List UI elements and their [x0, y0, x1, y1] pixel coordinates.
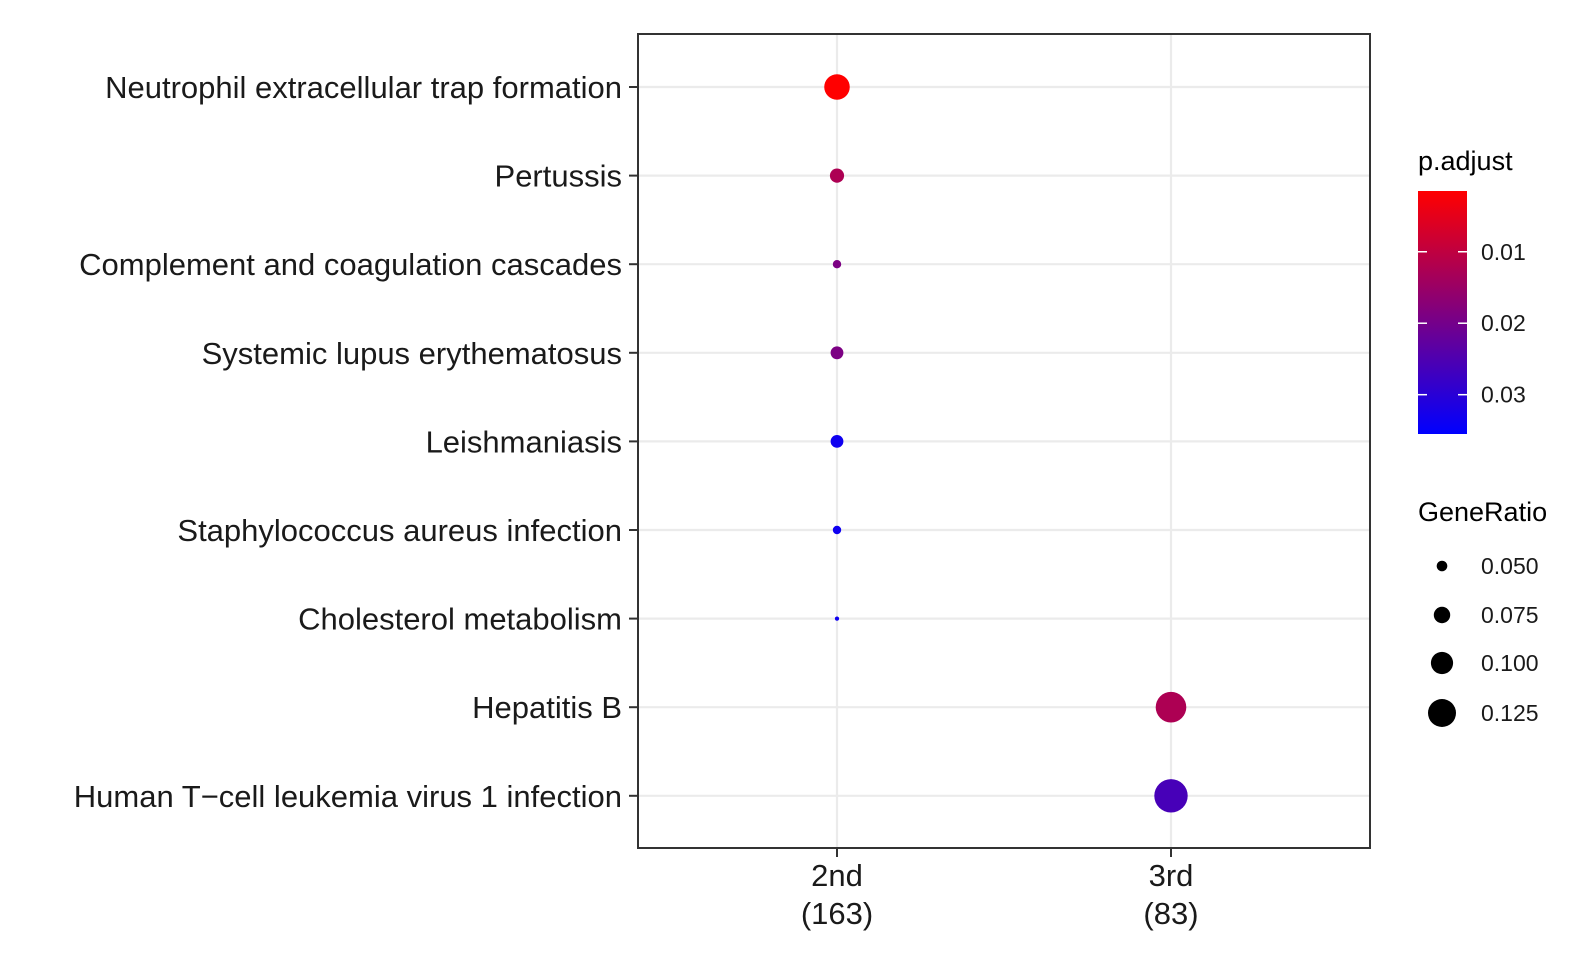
size-key-0.050	[1436, 560, 1448, 572]
x-tick-count-2nd: (163)	[801, 896, 873, 931]
y-tick-label-human-t-cell-leukemia-virus-1-infection: Human T−cell leukemia virus 1 infection	[74, 779, 622, 814]
data-points	[824, 74, 1188, 813]
point-2nd-leishmaniasis	[830, 435, 844, 448]
color-tick-label: 0.02	[1481, 310, 1526, 336]
point-2nd-cholesterol-metabolism	[834, 616, 840, 621]
point-2nd-systemic-lupus-erythematosus	[830, 346, 844, 360]
size-key-label: 0.050	[1481, 553, 1539, 579]
y-tick-label-hepatitis-b: Hepatitis B	[472, 690, 622, 725]
point-3rd-hepatitis-b	[1155, 691, 1187, 723]
size-legend: GeneRatio 0.050 0.075 0.100 0.125	[1418, 497, 1547, 727]
size-legend-title: GeneRatio	[1418, 497, 1547, 527]
y-tick-label-complement-and-coagulation-cascades: Complement and coagulation cascades	[79, 247, 622, 282]
x-axis: 2nd(163) 3rd(83)	[801, 848, 1199, 931]
size-key-label: 0.125	[1481, 700, 1539, 726]
y-tick-label-cholesterol-metabolism: Cholesterol metabolism	[298, 602, 622, 637]
y-tick-label-leishmaniasis: Leishmaniasis	[426, 424, 622, 459]
x-tick-label-3rd: 3rd	[1149, 858, 1194, 893]
point-3rd-human-t-cell-leukemia-virus-1-infection	[1154, 779, 1188, 813]
size-key-label: 0.100	[1481, 650, 1539, 676]
point-2nd-staphylococcus-aureus-infection	[832, 525, 842, 535]
size-key-0.075	[1433, 606, 1451, 624]
size-key-0.100	[1430, 651, 1454, 675]
y-tick-label-pertussis: Pertussis	[495, 159, 622, 194]
color-legend-title: p.adjust	[1418, 146, 1513, 176]
y-tick-label-systemic-lupus-erythematosus: Systemic lupus erythematosus	[202, 336, 622, 371]
y-tick-label-neutrophil-extracellular-trap-formation: Neutrophil extracellular trap formation	[105, 70, 622, 105]
point-2nd-complement-and-coagulation-cascades	[832, 260, 842, 269]
color-legend: p.adjust 0.01 0.02 0.03	[1418, 146, 1526, 434]
x-tick-label-2nd: 2nd	[811, 858, 863, 893]
size-legend-keys: 0.050 0.075 0.100 0.125	[1428, 553, 1539, 727]
y-axis: Neutrophil extracellular trap formation P…	[74, 70, 638, 814]
y-tick-label-staphylococcus-aureus-infection: Staphylococcus aureus infection	[177, 513, 622, 548]
x-tick-count-3rd: (83)	[1143, 896, 1198, 931]
point-2nd-pertussis	[829, 168, 845, 183]
color-legend-ticks: 0.01 0.02 0.03	[1418, 239, 1526, 408]
size-key-0.125	[1428, 699, 1456, 727]
point-2nd-neutrophil-extracellular-trap-formation	[824, 74, 850, 100]
size-key-label: 0.075	[1481, 602, 1539, 628]
color-bar	[1418, 191, 1467, 434]
color-tick-label: 0.03	[1481, 382, 1526, 408]
color-tick-label: 0.01	[1481, 239, 1526, 265]
